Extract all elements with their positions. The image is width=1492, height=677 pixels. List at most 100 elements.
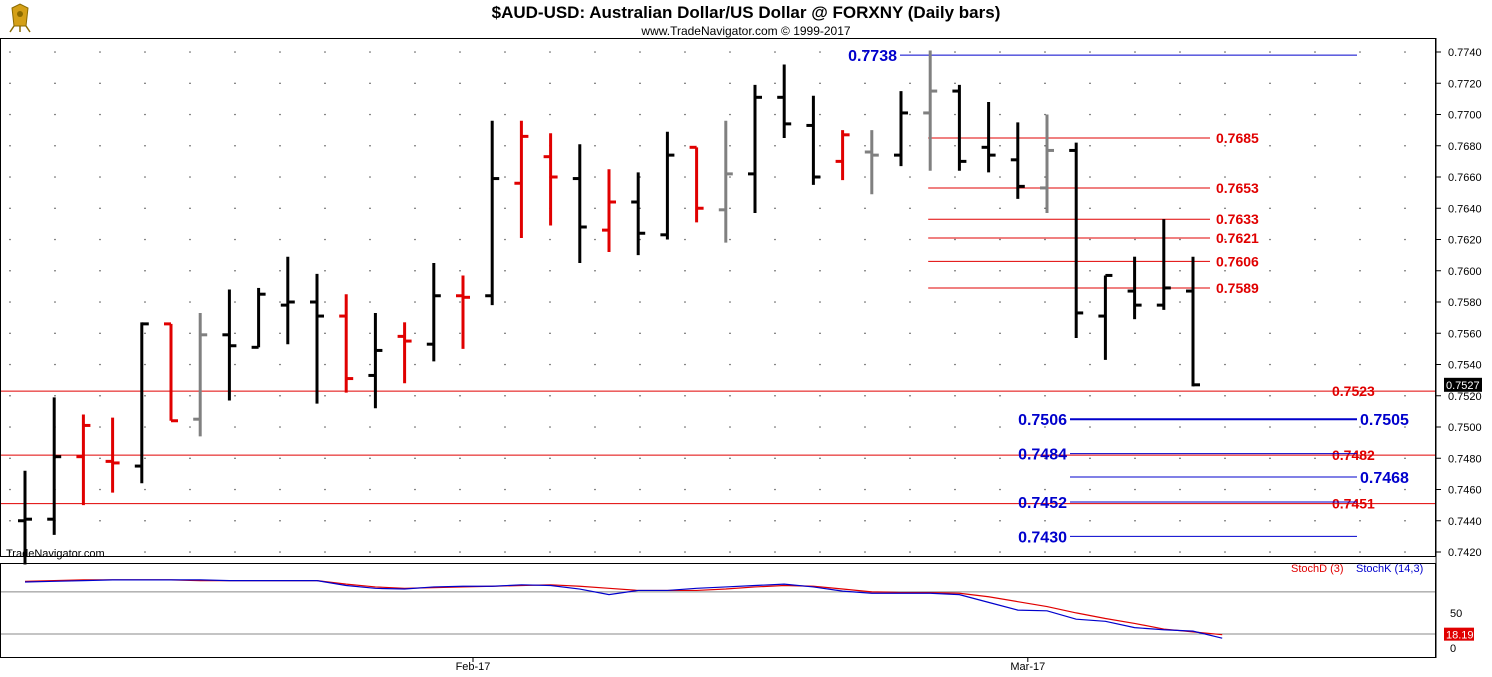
grid-dot xyxy=(999,488,1001,491)
grid-dot xyxy=(909,51,911,53)
grid-dot xyxy=(639,269,641,272)
grid-dot xyxy=(1359,144,1361,147)
grid-dot xyxy=(324,51,326,53)
grid-dot xyxy=(1359,519,1361,522)
ohlc-bar xyxy=(251,287,266,349)
grid-dot xyxy=(684,82,686,85)
grid-dot xyxy=(819,394,821,397)
grid-dot xyxy=(1314,207,1316,210)
grid-dot xyxy=(1089,488,1091,491)
grid-dot xyxy=(1179,51,1181,53)
grid-dot xyxy=(144,51,146,53)
grid-dot xyxy=(729,82,731,85)
grid-dot xyxy=(324,144,326,147)
level-lines: 0.7685 0.7653 0.7633 0.7621 0.7606 0.7589 0.75… xyxy=(1,48,1435,546)
date-axis: Feb-17 Mar-17 xyxy=(456,657,1045,673)
grid-dot xyxy=(1269,207,1271,210)
grid-dot xyxy=(1224,176,1226,178)
grid-dot xyxy=(684,488,686,491)
grid-dot xyxy=(369,488,371,491)
grid-dot xyxy=(99,363,101,366)
red-level-label: 0.7606 xyxy=(1216,253,1259,269)
grid-dot xyxy=(1134,176,1136,178)
red-level-label: 0.7685 xyxy=(1216,130,1259,146)
grid-dot xyxy=(1404,207,1406,210)
grid-dot xyxy=(54,301,56,303)
grid-dot xyxy=(1134,363,1136,366)
grid-dot xyxy=(9,551,11,553)
grid-dot xyxy=(819,82,821,85)
grid-dot xyxy=(729,207,731,210)
ohlc-bar xyxy=(1040,114,1054,213)
grid-dot xyxy=(1404,176,1406,178)
red-level-label: 0.7653 xyxy=(1216,180,1259,196)
grid-dot xyxy=(1269,176,1271,178)
grid-dot xyxy=(1179,394,1181,397)
grid-dot xyxy=(774,301,776,303)
grid-dot xyxy=(1404,82,1406,85)
grid-dot xyxy=(954,269,956,272)
grid-dot xyxy=(1179,551,1181,553)
grid-dot xyxy=(594,144,596,147)
grid-dot xyxy=(9,457,11,460)
grid-dot xyxy=(99,176,101,178)
grid-dot xyxy=(189,176,191,178)
grid-dot xyxy=(684,519,686,522)
grid-dot xyxy=(414,113,416,116)
grid-dot xyxy=(504,207,506,210)
grid-dot xyxy=(54,51,56,53)
grid-dot xyxy=(414,82,416,85)
grid-dot xyxy=(1314,144,1316,147)
ohlc-bar xyxy=(660,131,675,240)
grid-dot xyxy=(234,332,236,335)
grid-dot xyxy=(1224,551,1226,553)
ohlc-bar xyxy=(222,289,237,401)
grid-dot xyxy=(504,238,506,241)
grid-dot xyxy=(639,457,641,460)
ohlc-bar xyxy=(718,120,733,243)
grid-dot xyxy=(414,269,416,272)
grid-dot xyxy=(1134,488,1136,491)
grid-dot xyxy=(909,176,911,178)
grid-dot xyxy=(1404,426,1406,428)
grid-dot xyxy=(1269,394,1271,397)
grid-dot xyxy=(1404,113,1406,116)
grid-dot xyxy=(1314,551,1316,553)
grid-dot xyxy=(1179,238,1181,241)
grid-dot xyxy=(9,113,11,116)
grid-dot xyxy=(234,394,236,397)
grid-dot xyxy=(729,113,731,116)
grid-dot xyxy=(369,363,371,366)
grid-dot xyxy=(189,238,191,241)
grid-dot xyxy=(1404,457,1406,460)
price-tick-label: 0.7580 xyxy=(1448,297,1482,309)
grid-dot xyxy=(234,269,236,272)
ohlc-bar xyxy=(572,144,587,263)
grid-dot xyxy=(414,301,416,303)
grid-dot xyxy=(639,519,641,522)
grid-dot xyxy=(54,269,56,272)
grid-dot xyxy=(1314,269,1316,272)
grid-dot xyxy=(279,176,281,178)
grid-dot xyxy=(1404,332,1406,335)
grid-dot xyxy=(1089,426,1091,428)
ohlc-bar xyxy=(1156,219,1171,310)
grid-dot xyxy=(144,238,146,241)
grid-dot xyxy=(144,363,146,366)
grid-dot xyxy=(1404,144,1406,147)
grid-dot xyxy=(774,519,776,522)
grid-dot xyxy=(459,207,461,210)
grid-dot xyxy=(144,176,146,178)
grid-dot xyxy=(1269,238,1271,241)
stoch-k-legend: StochK (14,3) xyxy=(1356,563,1423,575)
grid-dot xyxy=(909,519,911,522)
grid-dot xyxy=(999,144,1001,147)
grid-dot xyxy=(99,113,101,116)
grid-dot xyxy=(234,51,236,53)
grid-dot xyxy=(369,301,371,303)
grid-dot xyxy=(774,332,776,335)
price-tick-label: 0.7600 xyxy=(1448,266,1482,278)
grid-dot xyxy=(1089,51,1091,53)
ohlc-bar xyxy=(310,273,324,404)
grid-dot xyxy=(1269,488,1271,491)
